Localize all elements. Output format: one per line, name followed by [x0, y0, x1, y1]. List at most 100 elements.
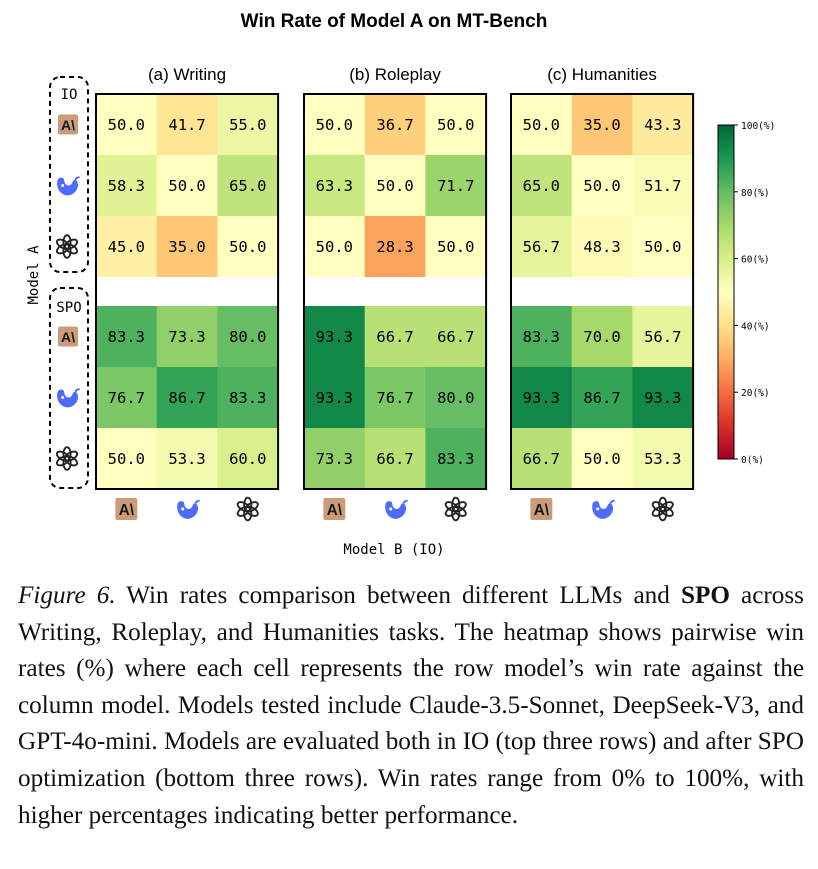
heatmap-cell [511, 306, 573, 368]
heatmap-cell [632, 428, 694, 490]
anthropic-logo-glyph: A\ [61, 117, 75, 133]
heatmap-cell [632, 306, 694, 368]
cell-value-label: 58.3 [108, 177, 145, 195]
cell-value-label: 93.3 [523, 389, 560, 407]
column-model-icons: A\ A\ A\ [115, 496, 674, 522]
panel-1: (a) Writing 50.0 41.7 55.0 58.3 50.0 65.0 45.0 3… [95, 65, 280, 490]
anthropic-logo-bg [115, 498, 138, 520]
cell-value-label: 93.3 [316, 328, 353, 346]
cell-value-label: 50.0 [108, 116, 145, 134]
heatmap-cell [96, 428, 158, 490]
cell-value-label: 50.0 [316, 238, 353, 256]
heatmap-cell [364, 216, 426, 278]
heatmap-cell [304, 306, 366, 368]
openai-knot-icon [55, 234, 79, 259]
heatmap-cell [156, 367, 218, 429]
cell-value-label: 83.3 [108, 328, 145, 346]
colorbar-tick-label: 20(%) [741, 388, 770, 399]
io-group-label: IO [61, 87, 78, 103]
anthropic-logo-icon: A\ [58, 326, 78, 347]
cell-value-label: 83.3 [229, 389, 266, 407]
colorbar-tick-label: 100(%) [741, 121, 775, 132]
cell-value-label: 53.3 [168, 450, 205, 468]
heatmap-cell [511, 428, 573, 490]
heatmap-cell [156, 306, 218, 368]
anthropic-logo-icon: A\ [323, 498, 346, 520]
deepseek-whale-icon [57, 176, 80, 196]
whale-shape [592, 499, 616, 519]
group-gap [95, 277, 280, 306]
cell-value-label: 50.0 [437, 238, 474, 256]
cell-value-label: 73.3 [168, 328, 205, 346]
cell-value-label: 80.0 [229, 328, 266, 346]
heatmap-cell [364, 428, 426, 490]
cell-value-label: 51.7 [644, 177, 681, 195]
y-axis-label: Model A [26, 245, 42, 305]
heatmap-cell [425, 367, 487, 429]
heatmap-cell [511, 94, 573, 156]
openai-knot-icon [236, 496, 259, 522]
deepseek-whale-icon [385, 499, 409, 519]
heatmap-cell [304, 367, 366, 429]
cell-value-label: 41.7 [168, 116, 205, 134]
knot-shape [651, 496, 674, 522]
caption-label: Figure 6. [18, 582, 116, 609]
heatmap-cell [425, 428, 487, 490]
anthropic-logo-bg [58, 114, 78, 135]
heatmap-figure: Win Rate of Model A on MT-Bench Model B … [26, 11, 775, 558]
heatmap-cell [425, 216, 487, 278]
anthropic-logo-bg [530, 498, 553, 520]
panel-title: (c) Humanities [547, 65, 657, 84]
heatmap-cell [304, 428, 366, 490]
cell-value-label: 66.7 [376, 328, 413, 346]
heatmap-cell [217, 428, 279, 490]
anthropic-logo-glyph: A\ [327, 502, 343, 519]
spo-group-label: SPO [56, 300, 81, 316]
heatmap-cell [96, 94, 158, 156]
deepseek-whale-icon [57, 388, 80, 408]
heatmap-cell [571, 94, 633, 156]
cell-value-label: 55.0 [229, 116, 266, 134]
deepseek-whale-icon [592, 499, 616, 519]
cell-value-label: 76.7 [376, 389, 413, 407]
whale-shape [57, 176, 80, 196]
heatmap-cell [304, 155, 366, 217]
colorbar-ticks: 100(%) 80(%) 60(%) 40(%) 20(%) 0(%) [734, 121, 775, 466]
panel-3: (c) Humanities 50.0 35.0 43.3 65.0 50.0 51.7 56… [510, 65, 695, 490]
heatmap-cell [217, 306, 279, 368]
caption-text-2: across Writing, Roleplay, and Humanities… [18, 582, 805, 829]
heatmap-cell [511, 155, 573, 217]
anthropic-logo-glyph: A\ [534, 502, 550, 519]
colorbar-tick-label: 40(%) [741, 321, 770, 332]
knot-shape [55, 234, 79, 259]
heatmap-cell [96, 155, 158, 217]
cell-value-label: 48.3 [583, 238, 620, 256]
cell-value-label: 50.0 [168, 177, 205, 195]
caption-text-1: Win rates comparison between different L… [115, 582, 681, 609]
heatmap-cell [511, 367, 573, 429]
cell-value-label: 71.7 [437, 177, 474, 195]
heatmap-cell [217, 94, 279, 156]
cell-value-label: 43.3 [644, 116, 681, 134]
heatmap-cell [217, 216, 279, 278]
heatmap-cell [96, 367, 158, 429]
cell-value-label: 66.7 [523, 450, 560, 468]
whale-shape [57, 388, 80, 408]
colorbar-tick-label: 0(%) [741, 455, 764, 466]
heatmap-cell [304, 94, 366, 156]
cell-value-label: 35.0 [168, 238, 205, 256]
group-gap [510, 277, 695, 306]
cell-value-label: 93.3 [316, 389, 353, 407]
heatmap-cell [364, 94, 426, 156]
cell-value-label: 83.3 [437, 450, 474, 468]
cell-value-label: 56.7 [523, 238, 560, 256]
anthropic-logo-glyph: A\ [119, 502, 135, 519]
anthropic-logo-bg [58, 326, 78, 347]
heatmap-cell [632, 367, 694, 429]
panel-title: (b) Roleplay [349, 65, 441, 84]
heatmap-cell [425, 306, 487, 368]
cell-value-label: 80.0 [437, 389, 474, 407]
x-axis-label: Model B (IO) [343, 542, 444, 558]
cell-value-label: 35.0 [583, 116, 620, 134]
colorbar-tick-label: 60(%) [741, 255, 770, 266]
